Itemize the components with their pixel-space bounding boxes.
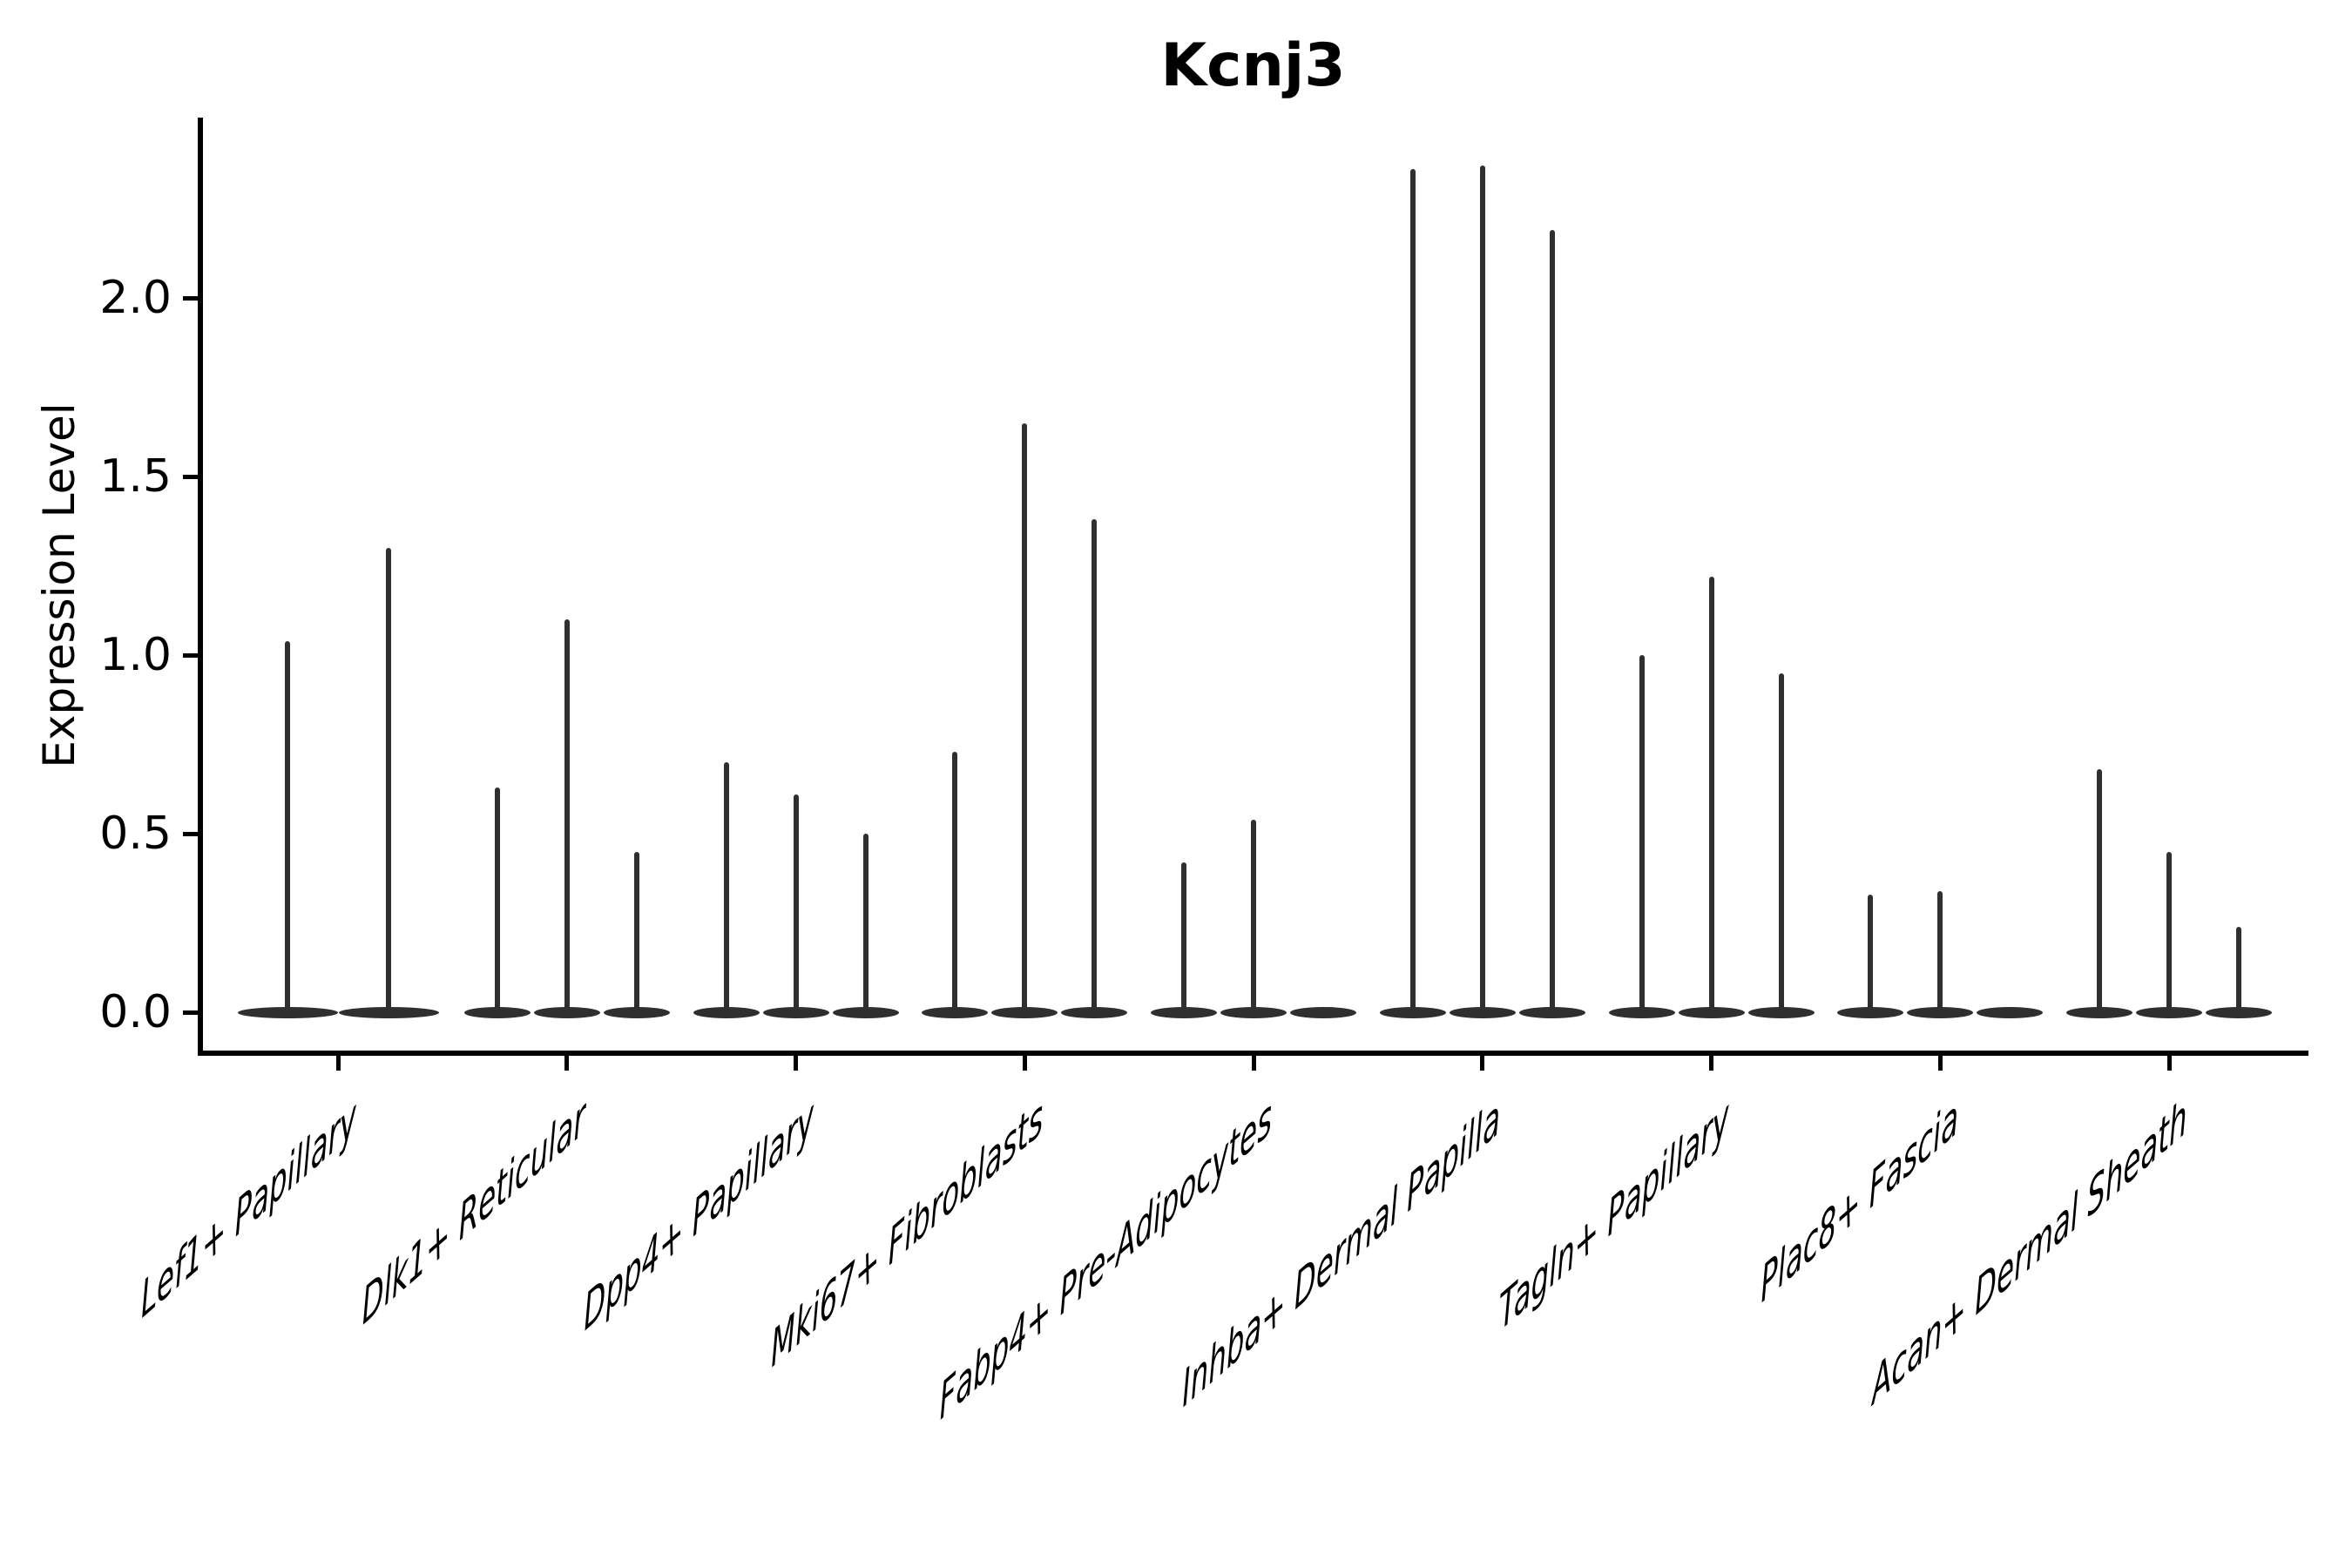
violin-body	[338, 1007, 439, 1018]
violin-body	[1747, 1007, 1815, 1018]
violin-spike	[1479, 166, 1485, 1012]
violin-spike	[862, 834, 868, 1012]
y-tick	[183, 1010, 199, 1015]
y-axis-spine	[198, 118, 203, 1056]
violin-body	[1678, 1007, 1745, 1018]
violin-body	[762, 1007, 829, 1018]
y-tick	[183, 474, 199, 479]
x-tick-label: Tagln+ Papillary	[1498, 1087, 1730, 1344]
violin-body	[1290, 1007, 1356, 1018]
x-tick	[1709, 1056, 1713, 1071]
violin-spike	[1639, 655, 1645, 1012]
violin-body	[463, 1007, 531, 1018]
violin-spike	[1937, 890, 1943, 1012]
x-tick	[1251, 1056, 1256, 1071]
x-tick	[1480, 1056, 1485, 1071]
violin-body	[991, 1007, 1058, 1018]
violin-body	[2206, 1007, 2272, 1018]
violin-spike	[633, 851, 639, 1012]
violin-body	[1061, 1007, 1128, 1018]
violin-body	[2066, 1007, 2132, 1018]
violin-body	[1608, 1007, 1675, 1018]
violin-spike	[1092, 519, 1098, 1012]
violin-body	[1837, 1007, 1904, 1018]
y-tick	[183, 652, 199, 658]
violin-spike	[1778, 672, 1784, 1012]
chart-title: Kcnj3	[1160, 31, 1346, 100]
y-tick	[183, 831, 199, 836]
y-tick-label: 2.0	[99, 272, 172, 324]
x-tick-label: Dlk1+ Reticular	[361, 1087, 585, 1338]
violin-spike	[2097, 769, 2102, 1012]
violin-spike	[494, 787, 500, 1012]
violin-spike	[2166, 851, 2172, 1012]
violin-body	[1220, 1007, 1287, 1018]
x-tick	[1022, 1056, 1027, 1071]
x-tick	[564, 1056, 570, 1071]
y-tick	[183, 295, 199, 301]
violin-body	[1518, 1007, 1585, 1018]
violin-body	[1449, 1007, 1516, 1018]
violin-spike	[285, 640, 290, 1012]
y-tick-label: 0.0	[99, 986, 172, 1038]
violin-body	[1977, 1007, 2044, 1018]
x-tick	[335, 1056, 341, 1071]
violin-spike	[2236, 926, 2241, 1012]
x-tick	[794, 1056, 798, 1071]
violin-spike	[1181, 862, 1186, 1012]
violin-spike	[1708, 576, 1714, 1012]
x-tick-label: Lef1+ Papillary	[139, 1087, 357, 1332]
violin-body	[603, 1007, 670, 1018]
violin-spike	[1251, 819, 1256, 1012]
violin-spike	[1022, 422, 1028, 1012]
violin-body	[1151, 1007, 1217, 1018]
violin-spike	[952, 751, 958, 1012]
violin-body	[237, 1007, 338, 1018]
violin-spike	[564, 619, 570, 1012]
violin-spike	[1868, 894, 1874, 1012]
violin-body	[1907, 1007, 1974, 1018]
violin-spike	[1549, 230, 1555, 1012]
violin-body	[1379, 1007, 1446, 1018]
violin-body	[693, 1007, 760, 1018]
violin-spike	[793, 794, 799, 1012]
x-tick	[2166, 1056, 2172, 1071]
x-tick-label: Plac8+ Fascia	[1760, 1087, 1959, 1316]
violin-body	[2136, 1007, 2202, 1018]
x-axis-spine	[198, 1051, 2308, 1056]
violin-body	[922, 1007, 989, 1018]
x-tick	[1937, 1056, 1943, 1071]
y-tick-label: 1.5	[99, 450, 172, 503]
violin-spike	[386, 548, 391, 1012]
y-tick-label: 0.5	[99, 808, 172, 860]
x-tick-label: Dpp4+ Papillary	[583, 1087, 814, 1344]
violin-body	[832, 1007, 899, 1018]
violin-body	[533, 1007, 600, 1018]
violin-spike	[1409, 169, 1416, 1012]
y-tick-label: 1.0	[99, 629, 172, 681]
violin-spike	[723, 762, 729, 1012]
